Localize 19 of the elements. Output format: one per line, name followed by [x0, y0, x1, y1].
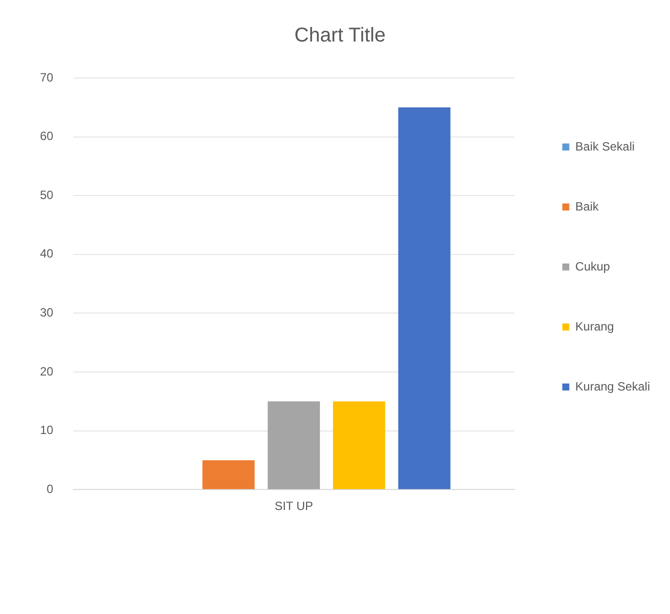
y-tick-label: 20 [40, 364, 54, 378]
legend-label: Baik Sekali [575, 139, 635, 154]
y-tick-label: 40 [40, 246, 54, 261]
y-tick-label: 30 [40, 306, 54, 320]
y-tick-label: 60 [40, 129, 54, 144]
legend-label: Kurang Sekali [575, 379, 650, 394]
bar [268, 401, 320, 490]
y-tick-label: 0 [46, 482, 54, 496]
y-tick-label: 50 [40, 188, 54, 202]
y-tick-label: 70 [40, 70, 54, 84]
legend-label: Baik [575, 199, 600, 214]
x-tick-label: SIT UP [274, 499, 314, 514]
bar [398, 107, 450, 490]
legend-label: Kurang [575, 319, 614, 334]
legend-label: Cukup [575, 259, 610, 274]
y-tick-label: 10 [40, 423, 54, 438]
bar [202, 460, 255, 490]
chart-title: Chart Title [294, 24, 386, 47]
bar [332, 401, 386, 490]
